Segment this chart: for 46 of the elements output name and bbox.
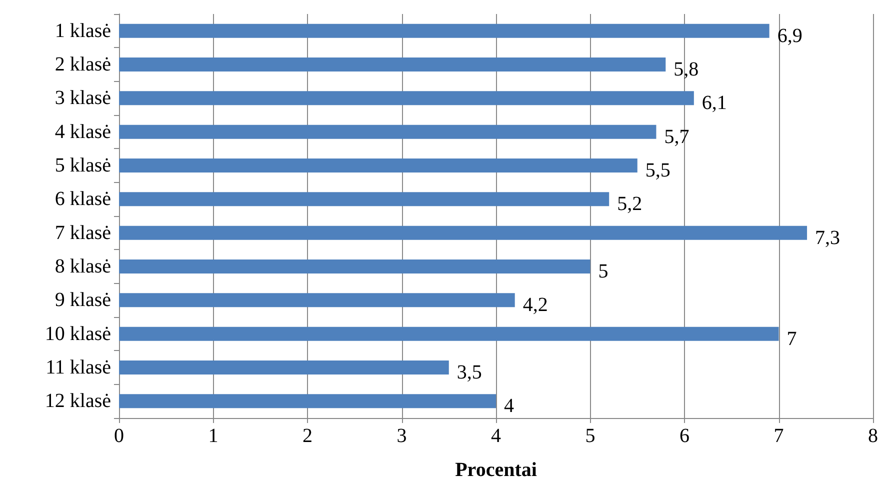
x-tick-label: 1 [208,425,218,447]
y-tick-label: 1 klasė [54,20,112,42]
y-tick-label: 3 klasė [54,87,112,110]
data-label: 7,3 [815,226,840,249]
x-tick-label: 6 [680,425,690,447]
y-tick-label: 8 klasė [54,256,112,278]
y-tick-label: 11 klasė [46,356,112,378]
y-tick-label: 2 klasė [54,54,112,76]
data-label: 4,2 [522,294,548,316]
y-tick-label: 5 klasė [54,154,112,176]
data-label: 4 [504,395,514,418]
x-tick-label: 2 [302,425,312,447]
data-label: 5 [598,260,608,282]
y-tick-label: 12 klasė [44,390,112,412]
bar [119,360,449,374]
data-label: 5,8 [674,58,699,80]
bar [119,124,656,139]
x-axis-title: Procentai [455,459,538,481]
data-label: 3,5 [456,362,482,384]
bar [119,192,610,206]
x-tick-label: 5 [585,425,596,447]
data-label: 7 [786,328,797,350]
y-tick-label: 6 klasė [54,188,112,210]
data-label: 5,7 [664,126,690,148]
y-tick-label: 7 klasė [54,222,112,244]
bar [119,326,779,341]
bar [119,91,694,106]
bar [119,58,666,72]
bar [119,226,808,240]
bar [119,24,770,38]
y-tick-label: 4 klasė [54,120,112,143]
data-label: 6,9 [777,24,802,47]
data-label: 5,2 [617,193,642,216]
y-tick-label: 10 klasė [44,322,112,345]
x-tick-label: 4 [491,425,501,447]
x-tick-label: 7 [774,425,784,447]
bar [119,293,515,308]
bar [119,260,590,274]
data-label: 5,5 [645,160,670,182]
bar [119,158,638,172]
x-tick-label: 0 [114,425,124,447]
data-label: 6,1 [702,92,727,114]
bar [119,394,496,408]
x-tick-label: 8 [868,425,878,447]
x-tick-label: 3 [396,425,407,447]
y-tick-label: 9 klasė [54,289,112,312]
